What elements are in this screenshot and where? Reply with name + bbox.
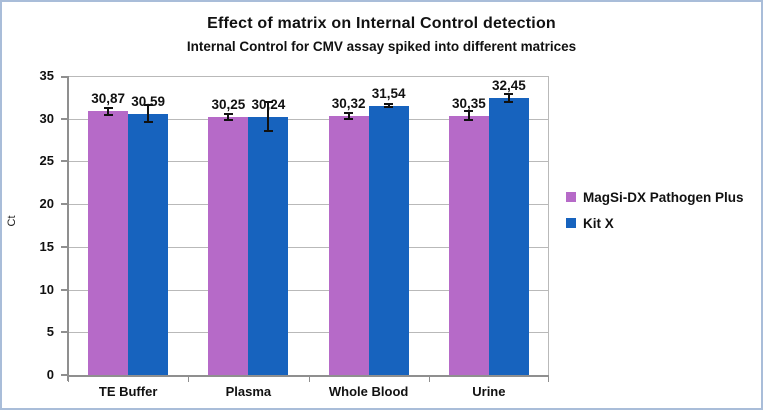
bar-kit-x-te-buffer: [128, 113, 169, 375]
error-bar-cap-bottom: [263, 130, 273, 133]
error-bar-cap-top: [223, 112, 233, 115]
x-category-label: Whole Blood: [328, 384, 409, 399]
y-axis-tick: [61, 288, 68, 291]
y-tick-label: 10: [39, 281, 54, 297]
error-bar-cap-top: [344, 112, 354, 115]
x-category-label: Plasma: [225, 384, 272, 399]
legend-swatch-magsi-icon: [566, 192, 576, 202]
error-bar-line: [147, 105, 150, 123]
bar-magsi-dx-pathogen-plus-plasma: [208, 116, 249, 375]
error-bar-cap-bottom: [464, 119, 474, 122]
error-bar-cap-bottom: [223, 118, 233, 121]
error-bar-cap-bottom: [384, 105, 394, 108]
y-axis-tick: [61, 203, 68, 206]
legend-item-kit-x: Kit X: [566, 215, 744, 231]
bar-value-label: 30,24: [251, 96, 286, 112]
legend-item-magsi-dx-pathogen-plus: MagSi-DX Pathogen Plus: [566, 189, 744, 205]
y-axis-title: Ct: [6, 215, 18, 227]
error-bar-cap-bottom: [143, 121, 153, 124]
bar-value-label: 30,32: [331, 95, 366, 111]
error-bar-line: [227, 113, 230, 120]
error-bar-line: [347, 113, 350, 119]
error-bar-cap-bottom: [103, 113, 113, 116]
bar-magsi-dx-pathogen-plus-whole-blood: [328, 115, 369, 375]
error-bar-cap-bottom: [344, 117, 354, 120]
bar-value-label: 30,59: [131, 93, 166, 109]
chart-subtitle: Internal Control for CMV assay spiked in…: [186, 39, 577, 54]
bar-value-label: 32,45: [491, 77, 526, 93]
error-bar-cap-bottom: [504, 101, 514, 104]
y-tick-label: 35: [39, 68, 54, 83]
x-axis-tick: [188, 375, 190, 382]
y-tick-label: 30: [39, 110, 54, 126]
bar-value-label: 30,35: [451, 95, 486, 111]
bar-kit-x-plasma: [248, 116, 289, 375]
y-axis-tick: [61, 160, 68, 163]
x-axis-tick: [428, 375, 430, 382]
x-axis-line: [67, 375, 549, 377]
y-axis-tick: [61, 245, 68, 248]
bar-magsi-dx-pathogen-plus-te-buffer: [88, 111, 129, 375]
gridline: [68, 246, 549, 248]
bar-value-label: 31,54: [371, 85, 406, 101]
legend-swatch-kitx-icon: [566, 218, 576, 228]
error-bar-line: [267, 102, 270, 132]
y-tick-label: 5: [46, 324, 54, 340]
x-category-label: Urine: [472, 384, 506, 399]
error-bar-line: [507, 93, 510, 103]
error-bar-line: [467, 111, 470, 121]
gridline: [68, 289, 549, 291]
y-tick-label: 0: [46, 367, 54, 382]
bar-magsi-dx-pathogen-plus-urine: [448, 115, 489, 375]
plot-area: 0 5 10 15 20 25 30 35 30,87 30,59 TE Buffer 30,25 30…: [40, 69, 549, 399]
bar-value-label: 30,25: [211, 96, 246, 112]
x-axis-tick: [548, 375, 549, 382]
bar-value-label: 30,87: [91, 91, 126, 107]
bar-kit-x-whole-blood: [368, 105, 409, 375]
error-bar-cap-top: [263, 101, 273, 104]
error-bar-line: [387, 104, 390, 107]
y-tick-label: 25: [39, 153, 54, 169]
y-tick-label: 15: [39, 238, 54, 254]
gridline: [68, 161, 549, 163]
gridline: [68, 76, 549, 77]
plot-right-border: [548, 76, 549, 375]
error-bar-cap-top: [464, 110, 474, 113]
bar-kit-x-urine: [488, 97, 529, 375]
legend-label-kitx: Kit X: [583, 215, 614, 231]
gridline: [68, 118, 549, 120]
error-bar-cap-top: [504, 92, 514, 95]
error-bar-cap-top: [103, 106, 113, 109]
error-bar-cap-top: [143, 104, 153, 107]
x-category-label: TE Buffer: [98, 384, 158, 399]
y-axis-tick: [61, 76, 68, 78]
y-axis-tick: [61, 374, 68, 376]
error-bar-cap-top: [384, 103, 394, 106]
chart-title: Effect of matrix on Internal Control det…: [207, 15, 556, 32]
y-axis-tick: [61, 117, 68, 120]
error-bar-line: [107, 107, 110, 115]
y-tick-label: 20: [39, 196, 54, 212]
legend-label-magsi: MagSi-DX Pathogen Plus: [583, 189, 744, 205]
gridline: [68, 332, 549, 334]
y-axis-line: [67, 76, 69, 381]
x-axis-tick: [308, 375, 310, 382]
legend: MagSi-DX Pathogen Plus Kit X: [566, 189, 744, 241]
gridline: [68, 204, 549, 206]
y-axis-tick: [61, 331, 68, 334]
